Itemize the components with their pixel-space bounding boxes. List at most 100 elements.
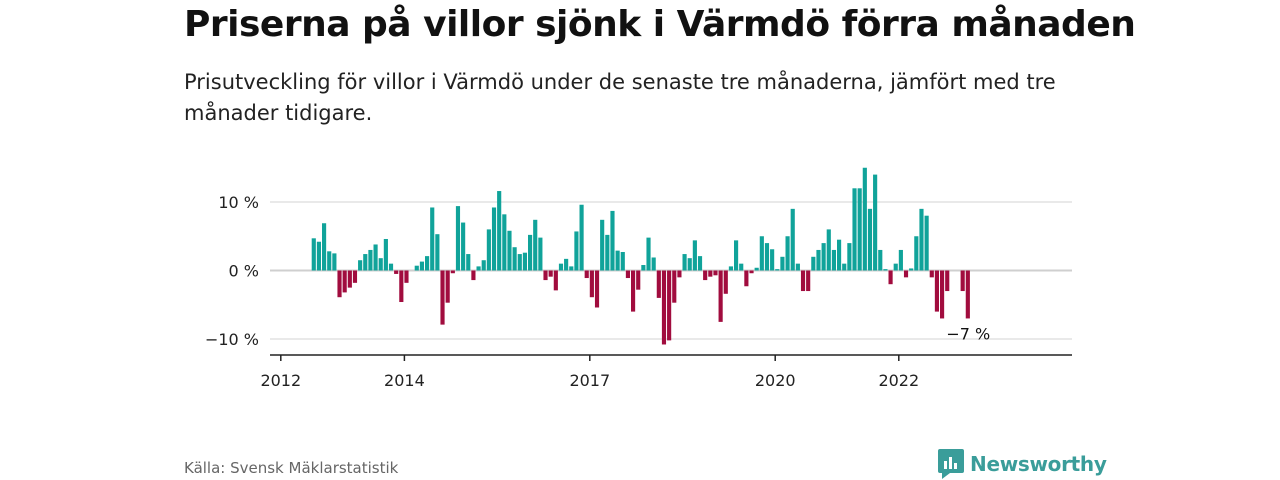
y-tick-label: 0 % bbox=[229, 262, 259, 281]
bar bbox=[414, 265, 419, 271]
newsworthy-logo-icon bbox=[938, 449, 964, 479]
bar bbox=[543, 270, 548, 281]
bar bbox=[826, 229, 831, 271]
bar bbox=[764, 243, 770, 271]
bar bbox=[888, 270, 893, 285]
bar bbox=[347, 270, 352, 288]
x-tick-label: 2020 bbox=[755, 371, 796, 390]
bar bbox=[847, 243, 852, 271]
bar bbox=[404, 270, 409, 283]
x-tick-label: 2017 bbox=[569, 371, 610, 390]
bar bbox=[378, 258, 383, 271]
bar bbox=[842, 263, 847, 271]
bar bbox=[615, 250, 620, 271]
bar bbox=[651, 257, 656, 271]
bar bbox=[564, 258, 569, 271]
bar bbox=[790, 208, 795, 271]
bar bbox=[780, 256, 785, 271]
bar bbox=[739, 263, 744, 271]
bar bbox=[852, 188, 857, 271]
bar bbox=[461, 222, 466, 271]
bar bbox=[358, 260, 363, 271]
bar bbox=[873, 174, 878, 271]
bar bbox=[837, 239, 842, 271]
bar bbox=[507, 230, 512, 271]
bar bbox=[522, 252, 527, 271]
bar bbox=[502, 214, 507, 271]
bar bbox=[734, 240, 739, 271]
x-tick-label: 2022 bbox=[878, 371, 919, 390]
bar bbox=[332, 253, 337, 271]
bar bbox=[574, 231, 579, 271]
bar bbox=[316, 241, 321, 271]
bar bbox=[440, 270, 445, 325]
bar bbox=[600, 219, 605, 271]
bar bbox=[388, 263, 394, 271]
newsworthy-logo[interactable]: Newsworthy bbox=[938, 449, 1107, 479]
bar bbox=[481, 260, 486, 271]
bar bbox=[435, 234, 440, 271]
bar bbox=[342, 270, 347, 293]
bar bbox=[610, 210, 615, 271]
bar bbox=[558, 263, 564, 271]
bar bbox=[785, 236, 790, 271]
bar bbox=[631, 270, 636, 312]
bar bbox=[883, 269, 888, 271]
bar bbox=[857, 188, 862, 271]
bar bbox=[394, 270, 399, 274]
bar-chart: 10 % 0 % −10 % 2012 2014 2017 2020 2022 −7 % bbox=[205, 167, 1072, 390]
bar bbox=[368, 249, 373, 271]
bar bbox=[687, 258, 692, 271]
bar bbox=[965, 270, 970, 319]
bar bbox=[878, 249, 883, 271]
bar bbox=[579, 204, 584, 271]
bar bbox=[445, 270, 450, 303]
bar bbox=[924, 215, 929, 271]
bar bbox=[713, 270, 718, 276]
bar bbox=[352, 270, 358, 283]
bar bbox=[383, 238, 388, 271]
bar bbox=[656, 270, 661, 298]
bar bbox=[718, 270, 723, 322]
bar bbox=[497, 191, 502, 271]
bar bbox=[533, 219, 538, 271]
bar bbox=[672, 270, 677, 303]
bar bbox=[754, 267, 759, 271]
bar bbox=[929, 270, 934, 278]
bar bbox=[770, 249, 775, 271]
bar bbox=[491, 207, 497, 271]
bar bbox=[775, 269, 780, 271]
y-tick-label: 10 % bbox=[218, 193, 259, 212]
bar bbox=[569, 266, 574, 271]
bar bbox=[589, 270, 594, 298]
bar bbox=[450, 270, 455, 274]
bar bbox=[800, 270, 806, 292]
bar bbox=[821, 243, 826, 271]
bar bbox=[548, 270, 553, 277]
bar bbox=[584, 270, 589, 279]
source-note: Källa: Svensk Mäklarstatistik bbox=[184, 459, 399, 477]
bar bbox=[677, 270, 682, 278]
bar bbox=[893, 263, 898, 271]
bar bbox=[430, 207, 435, 271]
bar bbox=[903, 270, 909, 278]
bar bbox=[373, 244, 378, 271]
bar bbox=[641, 265, 646, 271]
bar bbox=[862, 167, 867, 271]
bar bbox=[311, 238, 316, 271]
bar bbox=[697, 256, 703, 271]
bar bbox=[605, 234, 610, 271]
bar bbox=[455, 206, 461, 271]
bar bbox=[661, 270, 667, 345]
newsworthy-logo-label: Newsworthy bbox=[970, 452, 1107, 476]
x-tick-label: 2014 bbox=[384, 371, 425, 390]
chart-subtitle: Prisutveckling för villor i Värmdö under… bbox=[184, 70, 1056, 125]
bar bbox=[399, 270, 404, 303]
bar bbox=[425, 256, 430, 271]
bar bbox=[363, 254, 368, 271]
y-tick-label: −10 % bbox=[205, 330, 259, 349]
bar bbox=[528, 234, 533, 271]
bar bbox=[909, 268, 914, 271]
bar bbox=[327, 251, 332, 271]
bar bbox=[703, 270, 708, 281]
